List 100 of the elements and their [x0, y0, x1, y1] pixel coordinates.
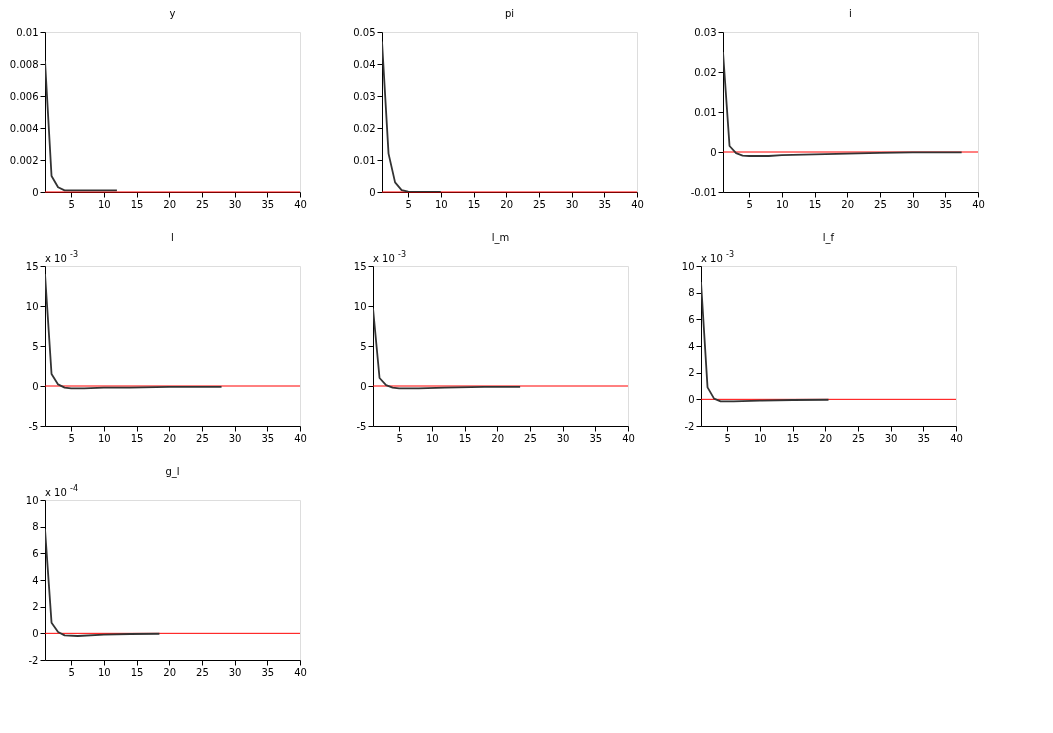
y-tick-label: 0.01 — [694, 106, 717, 118]
x-tick-label: 25 — [196, 666, 209, 678]
chart-title: g_l — [165, 466, 180, 478]
x-tick-label: 15 — [458, 432, 472, 444]
x-tick-label: 25 — [196, 198, 209, 210]
y-tick-label: 15 — [353, 260, 367, 272]
y-tick-label: 0.006 — [9, 90, 39, 102]
y-tick-label: 0.01 — [353, 154, 376, 166]
x-tick-label: 40 — [950, 432, 963, 444]
y-tick-label: -2 — [28, 654, 39, 666]
x-tick-label: 35 — [261, 432, 275, 444]
x-tick-label: 35 — [589, 432, 603, 444]
x-tick-label: 25 — [874, 198, 887, 210]
x-tick-label: 35 — [917, 432, 931, 444]
x-tick-label: 20 — [819, 432, 833, 444]
x-tick-label: 10 — [97, 432, 111, 444]
x-tick-label: 10 — [97, 198, 111, 210]
x-tick-label: 30 — [884, 432, 898, 444]
chart-title: pi — [504, 8, 515, 19]
y-tick-label: 0 — [369, 186, 376, 198]
chart-title: l_f — [822, 232, 835, 244]
y-tick-label: 0.02 — [353, 122, 376, 134]
x-tick-label: 15 — [130, 666, 144, 678]
x-tick-label: 30 — [228, 666, 242, 678]
x-tick-label: 20 — [500, 198, 514, 210]
y-tick-label: -5 — [356, 420, 367, 432]
x-tick-label: 40 — [972, 198, 985, 210]
x-tick-label: 15 — [130, 432, 144, 444]
x-tick-label: 40 — [622, 432, 635, 444]
x-tick-label: 35 — [598, 198, 612, 210]
y-tick-label: 15 — [25, 260, 39, 272]
x-tick-label: 20 — [841, 198, 855, 210]
x-tick-label: 20 — [491, 432, 505, 444]
x-tick-label: 10 — [97, 666, 111, 678]
y-tick-label: 10 — [681, 260, 695, 272]
y-tick-label: -2 — [684, 420, 695, 432]
line-series — [382, 40, 442, 192]
text: x 10-3 — [701, 250, 734, 264]
y-tick-label: 0.002 — [9, 154, 39, 166]
x-tick-label: 5 — [68, 432, 75, 444]
y-tick-label: 0.04 — [353, 58, 376, 70]
y-tick-label: 5 — [32, 340, 39, 352]
x-tick-label: 5 — [746, 198, 753, 210]
text: x 10-4 — [45, 484, 78, 498]
chart-title: y — [169, 8, 176, 19]
x-tick-label: 30 — [228, 198, 242, 210]
line-series — [701, 281, 830, 403]
y-tick-label: 0 — [710, 146, 717, 158]
y-tick-label: 10 — [25, 494, 39, 506]
y-tick-label: -0.01 — [690, 186, 717, 198]
x-tick-label: 20 — [163, 432, 177, 444]
line-series — [723, 51, 963, 157]
x-tick-label: 15 — [786, 432, 800, 444]
x-tick-label: 40 — [294, 432, 307, 444]
x-tick-label: 40 — [294, 198, 307, 210]
y-tick-label: 8 — [32, 521, 39, 533]
line-series — [45, 59, 118, 192]
x-tick-label: 40 — [631, 198, 644, 210]
x-tick-label: 35 — [939, 198, 953, 210]
y-tick-label: 5 — [360, 340, 367, 352]
x-tick-label: 25 — [533, 198, 546, 210]
x-tick-label: 5 — [68, 198, 75, 210]
y-tick-label: 6 — [32, 547, 39, 559]
text: x 10-3 — [373, 250, 406, 264]
y-tick-label: 10 — [25, 300, 39, 312]
y-tick-label: 4 — [32, 574, 39, 586]
text: x 10-3 — [45, 250, 78, 264]
y-tick-label: 0.02 — [694, 66, 717, 78]
x-tick-label: 40 — [294, 666, 307, 678]
chart-title: i — [849, 8, 852, 19]
y-tick-label: 0.008 — [9, 58, 39, 70]
x-tick-label: 10 — [434, 198, 448, 210]
line-series — [373, 307, 522, 390]
y-tick-label: 0.05 — [353, 26, 376, 38]
y-tick-label: 10 — [353, 300, 367, 312]
y-tick-label: 0 — [32, 627, 39, 639]
x-tick-label: 30 — [556, 432, 570, 444]
y-tick-label: 0.03 — [694, 26, 717, 38]
x-tick-label: 10 — [425, 432, 439, 444]
x-tick-label: 35 — [261, 666, 275, 678]
y-tick-label: 0.004 — [9, 122, 39, 134]
y-tick-label: 0.01 — [16, 26, 39, 38]
chart-title: l — [171, 232, 174, 243]
y-tick-label: 0 — [688, 393, 695, 405]
x-tick-label: 35 — [261, 198, 275, 210]
y-tick-label: 0 — [32, 186, 39, 198]
x-tick-label: 10 — [753, 432, 767, 444]
x-tick-label: 15 — [808, 198, 822, 210]
x-tick-label: 5 — [405, 198, 412, 210]
y-tick-label: 0.03 — [353, 90, 376, 102]
x-tick-label: 20 — [163, 666, 177, 678]
line-series — [45, 273, 223, 390]
y-tick-label: 2 — [688, 367, 695, 379]
chart-title: l_m — [491, 232, 510, 244]
y-tick-label: 0 — [360, 380, 367, 392]
x-tick-label: 5 — [68, 666, 75, 678]
x-tick-label: 10 — [775, 198, 789, 210]
x-tick-label: 15 — [130, 198, 144, 210]
y-tick-label: 6 — [688, 313, 695, 325]
x-tick-label: 5 — [724, 432, 731, 444]
